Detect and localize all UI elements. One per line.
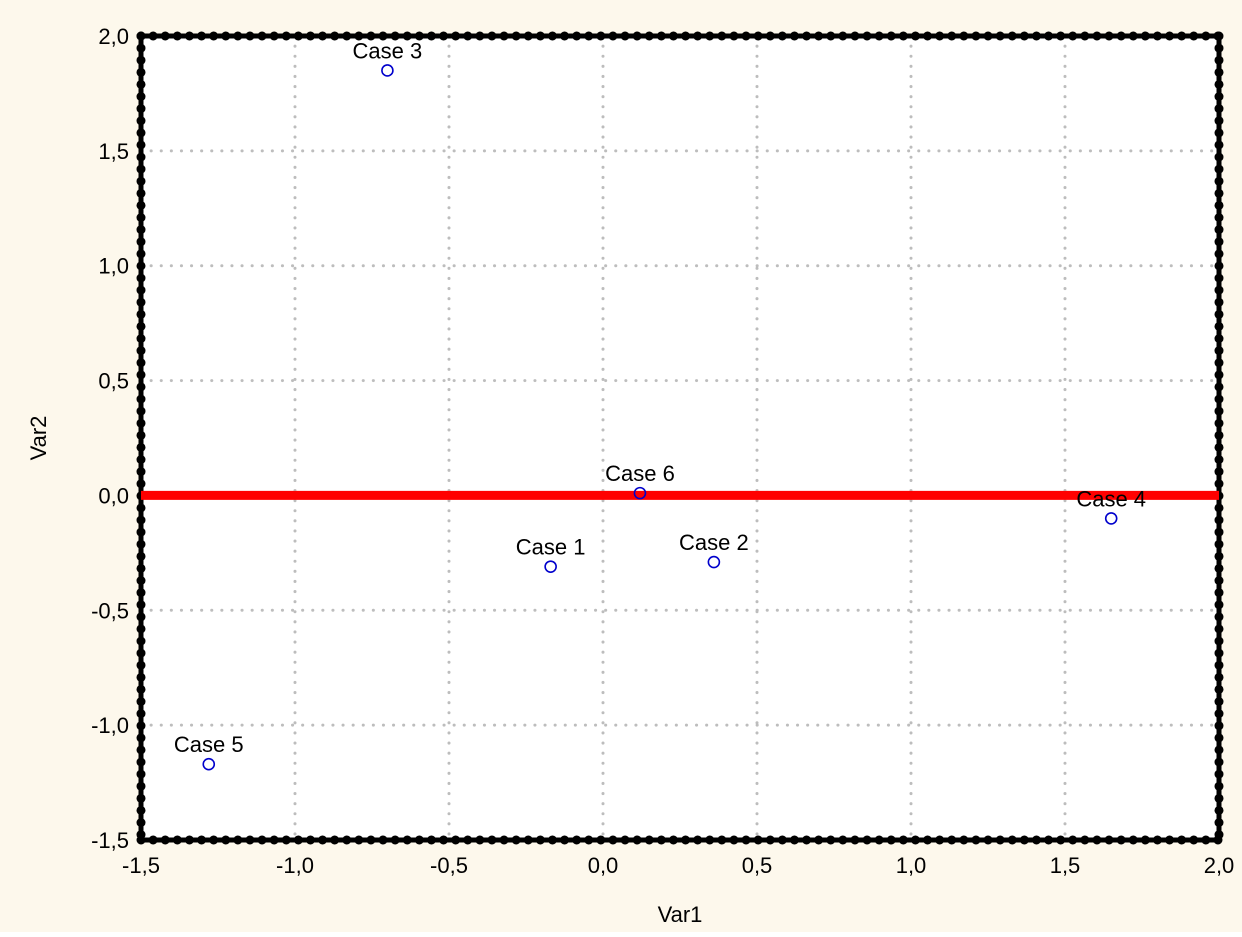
x-tick-label: 2,0 bbox=[1204, 853, 1235, 878]
plot-area bbox=[141, 36, 1219, 840]
y-tick-label: -0,5 bbox=[91, 598, 129, 623]
x-tick-label: 0,5 bbox=[742, 853, 773, 878]
data-point bbox=[1104, 512, 1118, 525]
data-point-label: Case 5 bbox=[174, 732, 244, 757]
data-points: Case 1 Case 2 Case 3 Case 4 Case 5 Case 6 bbox=[174, 38, 1146, 771]
data-point bbox=[381, 64, 394, 77]
tick-labels: -1,5 -1,0 -0,5 0,0 0,5 1,0 1,5 2,0 -1,5 -1,0 -0,5 0… bbox=[91, 24, 1234, 878]
x-tick-label: 1,0 bbox=[896, 853, 927, 878]
data-point bbox=[544, 560, 557, 573]
y-tick-label: -1,5 bbox=[91, 828, 129, 853]
x-tick-label: -1,0 bbox=[276, 853, 314, 878]
data-point-label: Case 1 bbox=[516, 535, 586, 560]
y-axis-label: Var2 bbox=[26, 416, 51, 461]
y-tick-label: 1,5 bbox=[98, 139, 129, 164]
x-tick-label: -1,5 bbox=[122, 853, 160, 878]
data-point-label: Case 6 bbox=[605, 461, 675, 486]
data-point-label: Case 3 bbox=[353, 38, 423, 63]
y-tick-label: 0,5 bbox=[98, 369, 129, 394]
data-point bbox=[707, 555, 721, 569]
plot-frame bbox=[136, 31, 1224, 845]
x-axis-label: Var1 bbox=[658, 902, 703, 927]
data-point bbox=[633, 486, 647, 500]
data-point bbox=[202, 757, 216, 771]
y-tick-label: -1,0 bbox=[91, 713, 129, 738]
y-tick-label: 0,0 bbox=[98, 483, 129, 508]
x-tick-label: -0,5 bbox=[430, 853, 468, 878]
x-tick-label: 1,5 bbox=[1050, 853, 1081, 878]
y-tick-label: 2,0 bbox=[98, 24, 129, 49]
data-point-label: Case 4 bbox=[1076, 486, 1146, 511]
data-point-label: Case 2 bbox=[679, 530, 749, 555]
x-tick-label: 0,0 bbox=[588, 853, 619, 878]
y-tick-label: 1,0 bbox=[98, 254, 129, 279]
